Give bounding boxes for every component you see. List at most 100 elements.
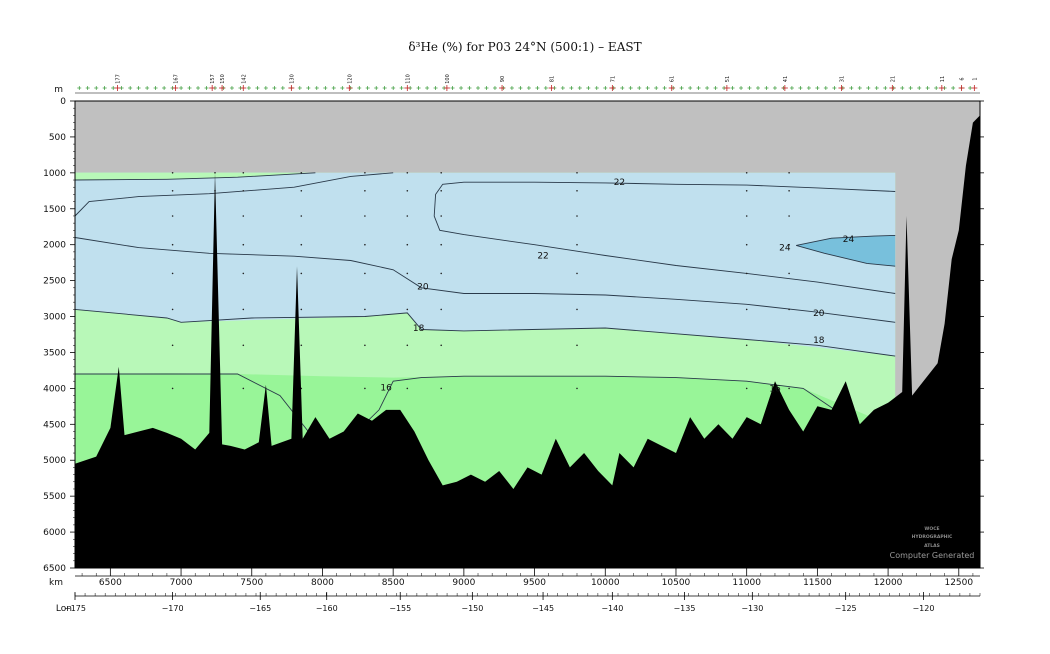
chart-title: δ³He (%) for P03 24°N (500:1) – EAST [408,40,642,54]
station-label: 21 [890,76,896,82]
lon-tick-label: −165 [249,604,271,613]
sample-point [364,387,366,390]
station-label: 11 [940,76,946,82]
station-label: 6 [960,77,966,80]
station-label: 90 [500,76,506,82]
sample-point [364,344,366,347]
sample-point [242,344,245,347]
sample-point [576,308,578,311]
sample-point [242,387,245,390]
x-tick-label: 8000 [311,578,334,588]
sample-point [788,308,790,311]
contour-label: 24 [779,244,791,254]
station-label: 100 [445,74,451,84]
sample-point [242,272,245,275]
sample-point [745,215,748,217]
sample-point [440,272,443,275]
station-label: 51 [725,76,731,82]
sample-point [576,215,578,217]
sample-point [576,243,578,246]
sample-point [406,387,409,390]
sample-point [364,243,366,246]
sample-point [576,387,578,390]
lon-tick-label: −160 [316,604,338,613]
y-unit-label: m [54,85,63,95]
sample-point [171,308,174,311]
sample-point [406,215,409,217]
sample-point [745,172,748,174]
sample-point [300,215,303,217]
y-tick-label: 3500 [43,348,66,358]
sample-point [364,308,366,311]
contour-20 [74,237,896,323]
sample-point [364,215,366,217]
sample-point [440,387,443,390]
sample-point [406,344,409,347]
watermark-line: WOCE [924,526,939,532]
y-tick-label: 6000 [43,528,66,538]
x-tick-label: 11000 [732,578,761,588]
sample-point [788,190,790,192]
sample-point [364,172,366,174]
sample-point [440,308,443,311]
y-tick-label: 5000 [43,456,66,466]
sample-point [745,243,748,246]
sample-point [171,344,174,347]
contour-label: 22 [614,178,625,188]
sample-point [576,190,578,192]
sample-point [406,272,409,275]
station-label: 81 [550,76,556,82]
contour-22-upper-west [74,172,394,217]
sample-point [576,272,578,275]
sample-point [788,272,790,275]
sample-point [406,172,409,174]
contour-label: 18 [813,336,825,346]
seafloor [75,115,980,569]
sample-point [242,243,245,246]
sample-point [440,172,443,174]
sample-point [440,344,443,347]
sample-point [300,190,303,192]
sample-point [745,308,748,311]
y-tick-label: 2000 [43,241,66,251]
y-tick-label: 5500 [43,492,66,502]
lon-tick-label: −170 [162,604,184,613]
x-tick-label: 9000 [452,578,475,588]
sample-point [171,190,174,192]
sample-point [745,344,748,347]
sample-point [745,387,748,390]
lon-tick-label: −135 [673,604,695,613]
sample-point [406,308,409,311]
sample-point [440,215,443,217]
station-label: 177 [115,74,121,84]
sample-point [171,387,174,390]
band-18-22 [75,172,896,357]
station-label: 31 [839,76,845,82]
sample-point [242,190,245,192]
lon-tick-label: −145 [532,604,554,613]
lon-tick-label: −120 [912,604,934,613]
watermark-line: ATLAS [924,543,940,549]
x-tick-label: 10500 [662,578,691,588]
sample-point [171,215,174,217]
sample-point [242,215,245,217]
sample-point [406,243,409,246]
lon-tick-label: −125 [835,604,857,613]
y-tick-label: 1000 [43,169,66,179]
x-tick-label: 7000 [170,578,193,588]
x-unit-label: km [49,578,63,588]
y-tick-label: 6500 [43,564,66,574]
sample-point [171,172,174,174]
sample-point [300,172,303,174]
lon-axis-label: Lon [56,604,72,614]
lon-tick-label: −140 [601,604,623,613]
station-label: 167 [173,74,179,84]
watermark-line: HYDROGRAPHIC [912,534,953,540]
station-label: 130 [289,74,295,84]
contour-label: 16 [769,384,781,394]
station-label: 142 [241,74,247,84]
y-tick-label: 500 [49,133,66,143]
x-tick-label: 9500 [523,578,546,588]
contour-24-top [796,234,896,246]
